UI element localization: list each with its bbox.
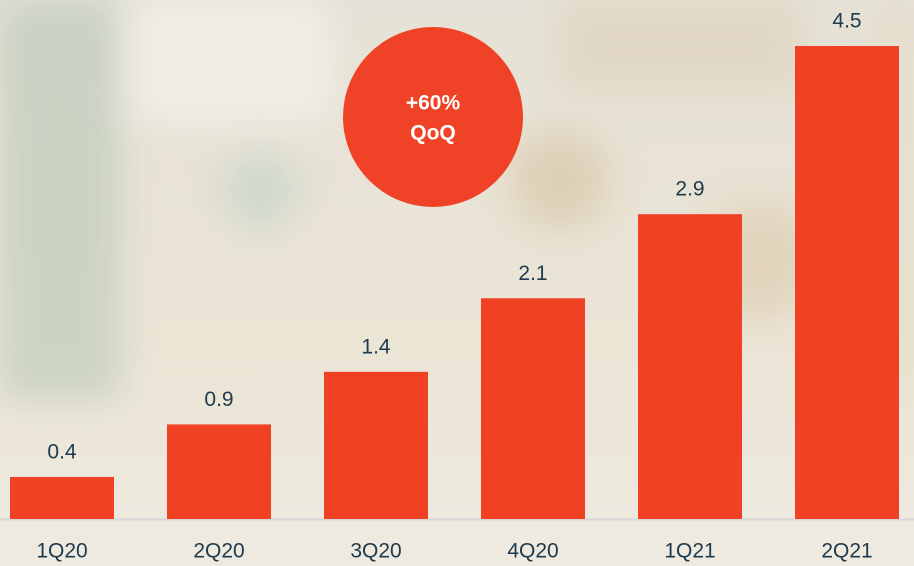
x-tick-label: 1Q20 xyxy=(36,540,87,563)
value-label: 2.1 xyxy=(518,262,547,285)
annotation-badge xyxy=(343,27,523,207)
value-label: 4.5 xyxy=(832,10,861,33)
value-label: 1.4 xyxy=(361,335,391,358)
x-tick-label: 2Q21 xyxy=(821,540,872,563)
bar xyxy=(481,298,585,519)
annotation-text: +60% xyxy=(406,92,461,115)
bar xyxy=(795,46,899,519)
value-label: 2.9 xyxy=(675,178,704,201)
bar xyxy=(10,476,114,519)
x-tick-label: 3Q20 xyxy=(350,540,401,563)
x-tick-label: 4Q20 xyxy=(507,540,558,563)
x-tick-label: 1Q21 xyxy=(664,540,715,563)
value-label: 0.9 xyxy=(204,388,233,411)
annotation-text: QoQ xyxy=(410,122,456,145)
bar xyxy=(324,371,428,519)
bar xyxy=(638,214,742,519)
bar xyxy=(167,424,271,519)
value-label: 0.4 xyxy=(47,441,77,464)
x-tick-label: 2Q20 xyxy=(193,540,244,563)
